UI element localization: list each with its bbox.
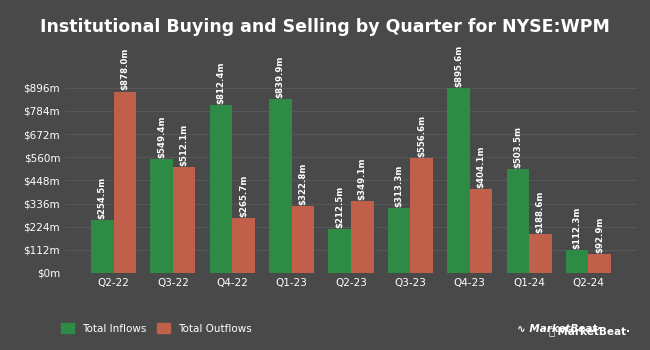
Text: $503.5m: $503.5m	[514, 126, 523, 168]
Bar	[566, 250, 588, 273]
Bar	[173, 167, 196, 273]
Text: $895.6m: $895.6m	[454, 44, 463, 87]
Text: $313.3m: $313.3m	[395, 164, 404, 207]
Text: $254.5m: $254.5m	[98, 177, 107, 219]
Text: ∿ MarketBeat·: ∿ MarketBeat·	[517, 324, 601, 334]
Text: $349.1m: $349.1m	[358, 157, 367, 200]
Bar	[470, 189, 492, 273]
Text: $556.6m: $556.6m	[417, 114, 426, 157]
Text: $92.9m: $92.9m	[595, 216, 604, 253]
Text: ⼿ MarketBeat·: ⼿ MarketBeat·	[549, 326, 630, 336]
Bar	[410, 158, 433, 273]
Bar	[91, 220, 114, 273]
Bar	[210, 105, 232, 273]
Text: $212.5m: $212.5m	[335, 186, 345, 228]
Text: $878.0m: $878.0m	[120, 48, 129, 90]
Text: $322.8m: $322.8m	[298, 163, 307, 205]
Bar	[506, 169, 529, 273]
Text: $512.1m: $512.1m	[179, 124, 188, 166]
Bar	[292, 206, 314, 273]
Bar	[232, 218, 255, 273]
Text: Institutional Buying and Selling by Quarter for NYSE:WPM: Institutional Buying and Selling by Quar…	[40, 18, 610, 35]
Legend: Total Inflows, Total Outflows: Total Inflows, Total Outflows	[57, 319, 255, 338]
Bar	[447, 88, 470, 273]
Text: $188.6m: $188.6m	[536, 190, 545, 233]
Bar	[114, 92, 136, 273]
Bar	[150, 160, 173, 273]
Bar	[351, 201, 374, 273]
Text: $404.1m: $404.1m	[476, 146, 486, 188]
Bar	[588, 254, 611, 273]
Text: $839.9m: $839.9m	[276, 56, 285, 98]
Bar	[269, 99, 292, 273]
Bar	[529, 234, 552, 273]
Text: $549.4m: $549.4m	[157, 116, 166, 158]
Bar	[328, 229, 351, 273]
Text: $112.3m: $112.3m	[573, 206, 582, 248]
Text: $812.4m: $812.4m	[216, 61, 226, 104]
Text: $265.7m: $265.7m	[239, 174, 248, 217]
Bar	[388, 208, 410, 273]
